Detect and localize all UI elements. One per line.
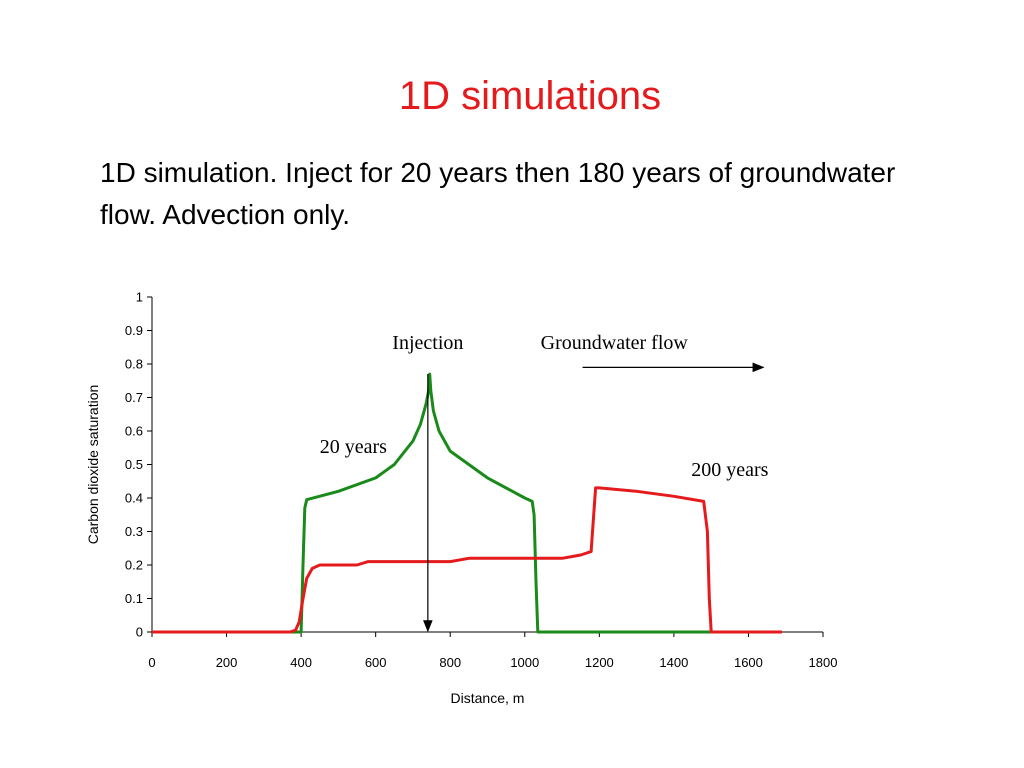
y-tick-label: 0.1 — [125, 591, 143, 606]
y-tick-label: 0.9 — [125, 323, 143, 338]
x-tick-label: 0 — [148, 655, 155, 670]
y-tick-label: 0.4 — [125, 491, 143, 506]
y-axis-label: Carbon dioxide saturation — [85, 385, 101, 545]
x-tick-label: 200 — [216, 655, 238, 670]
y-tick-label: 1 — [136, 290, 143, 305]
y-tick-label: 0.5 — [125, 457, 143, 472]
x-tick-label: 800 — [439, 655, 461, 670]
y-tick-label: 0 — [136, 625, 143, 640]
x-axis-label: Distance, m — [451, 690, 525, 706]
y-tick-label: 0.7 — [125, 390, 143, 405]
x-tick-label: 600 — [365, 655, 387, 670]
x-tick-label: 1400 — [659, 655, 688, 670]
series-line-200-years — [152, 486, 782, 634]
x-tick-label: 1600 — [734, 655, 763, 670]
slide-body-text: 1D simulation. Inject for 20 years then … — [100, 157, 896, 230]
x-tick-label: 1200 — [585, 655, 614, 670]
x-tick-label: 1800 — [809, 655, 838, 670]
annotation-groundwater-flow: Groundwater flow — [541, 332, 689, 354]
slide-title: 1D simulations — [398, 74, 662, 118]
annotation-200-years: 200 years — [691, 459, 768, 481]
y-tick-label: 0.8 — [125, 357, 143, 372]
y-tick-label: 0.6 — [125, 424, 143, 439]
y-tick-label: 0.2 — [125, 558, 143, 573]
annotation-injection: Injection — [392, 332, 463, 354]
series-line-20-years — [152, 372, 782, 634]
x-tick-label: 400 — [290, 655, 312, 670]
x-tick-label: 1000 — [510, 655, 539, 670]
annotation-20-years: 20 years — [320, 436, 387, 458]
y-tick-label: 0.3 — [125, 524, 143, 539]
